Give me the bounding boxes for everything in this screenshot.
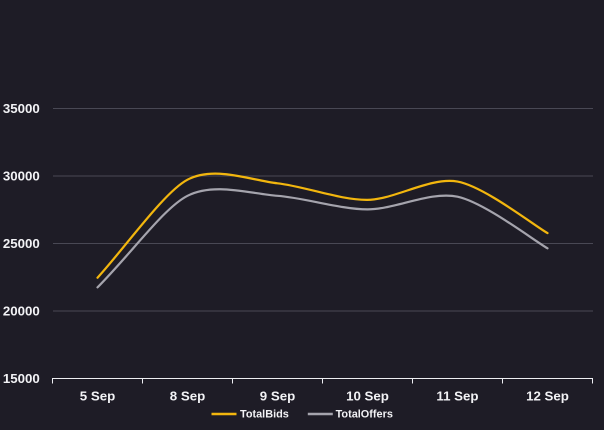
svg-text:TotalBids: TotalBids [240,408,289,420]
svg-text:10 Sep: 10 Sep [346,389,389,404]
svg-text:TotalOffers: TotalOffers [336,408,393,420]
svg-text:30000: 30000 [3,169,40,184]
svg-text:20000: 20000 [3,304,40,319]
svg-text:5 Sep: 5 Sep [80,389,115,404]
svg-text:15000: 15000 [3,371,40,386]
svg-text:35000: 35000 [3,101,40,116]
svg-text:9 Sep: 9 Sep [260,389,295,404]
svg-text:8 Sep: 8 Sep [170,389,205,404]
svg-text:25000: 25000 [3,236,40,251]
svg-text:12 Sep: 12 Sep [526,389,569,404]
svg-text:11 Sep: 11 Sep [436,389,478,404]
